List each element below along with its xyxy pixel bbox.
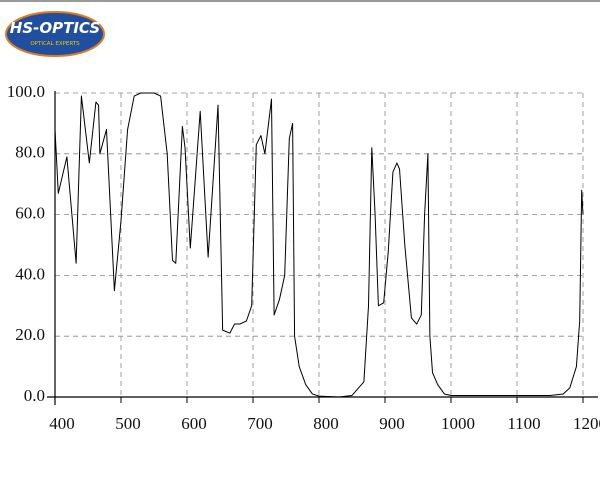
x-tick-label: 1000 [441,414,475,433]
x-tick-label: 600 [181,414,207,433]
x-tick-label: 500 [115,414,141,433]
x-tick-label: 800 [313,414,339,433]
y-tick-label: 20.0 [15,325,45,344]
x-tick-label: 900 [379,414,405,433]
logo-subtitle: OPTICAL EXPERTS [30,41,80,47]
y-tick-label: 80.0 [15,143,45,162]
logo-title: HS-OPTICS [10,19,100,37]
y-tick-label: 0.0 [24,386,45,405]
y-tick-label: 40.0 [15,264,45,283]
logo-badge [5,11,105,57]
spectrum-line [54,92,584,398]
x-tick-label: 700 [247,414,273,433]
x-tick-label: 1100 [507,414,540,433]
y-tick-label: 100.0 [7,82,45,101]
x-tick-label: 400 [49,414,75,433]
y-tick-label: 60.0 [15,204,45,223]
logo: HS-OPTICS OPTICAL EXPERTS [5,11,105,57]
x-tick-label: 1200 [573,414,600,433]
